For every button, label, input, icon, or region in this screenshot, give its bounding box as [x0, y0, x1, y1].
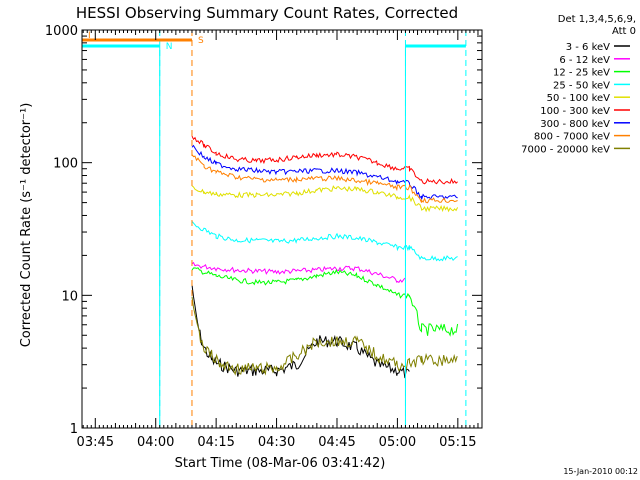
x-tick-label-6: 05:15: [439, 435, 476, 450]
y-tick-label-1: 10: [61, 289, 78, 304]
plot-area: N S I 1 10 100 1000 03:45 04:00 04:15 04:30 04:45 05…: [45, 24, 483, 450]
series-line-0: [191, 284, 410, 379]
x-tick-label-2: 04:15: [197, 435, 234, 450]
legend-label-3: 25 - 50 keV: [553, 80, 610, 91]
legend-label-8: 7000 - 20000 keV: [521, 144, 610, 155]
timestamp: 15-Jan-2010 00:12: [563, 467, 638, 476]
x-axis-label: Start Time (08-Mar-06 03:41:42): [175, 456, 386, 471]
legend-header-line-0: Det 1,3,4,5,6,9,: [558, 14, 636, 25]
i-marker-label: I: [88, 31, 91, 41]
legend-label-4: 50 - 100 keV: [547, 93, 611, 104]
x-tick-label-1: 04:00: [137, 435, 174, 450]
legend-header-line-1: Att 0: [612, 26, 636, 37]
x-tick-label-4: 04:45: [318, 435, 355, 450]
series-line-6: [191, 144, 458, 201]
s-marker-label: S: [198, 36, 204, 46]
x-tick-label-0: 03:45: [77, 435, 114, 450]
legend-label-0: 3 - 6 keV: [566, 42, 610, 53]
legend-label-7: 800 - 7000 keV: [534, 132, 610, 143]
y-tick-label-2: 100: [53, 157, 78, 172]
y-tick-label-0: 1: [70, 422, 78, 437]
y-axis-label: Corrected Count Rate (s⁻¹ detector⁻¹): [19, 103, 34, 348]
series-line-8: [191, 296, 458, 376]
legend-header: Det 1,3,4,5,6,9,Att 0: [558, 14, 636, 37]
series-line-2: [191, 267, 459, 337]
legend-label-2: 12 - 25 keV: [553, 68, 610, 79]
series-line-5: [191, 135, 458, 185]
chart-title: HESSI Observing Summary Count Rates, Cor…: [76, 4, 458, 22]
series-line-1: [191, 261, 406, 283]
series-line-4: [191, 185, 459, 213]
plot-frame: [81, 29, 483, 429]
series-line-7: [191, 154, 458, 204]
n-marker-label: N: [166, 42, 173, 52]
series-line-3: [191, 220, 458, 262]
legend-label-6: 300 - 800 keV: [540, 119, 610, 130]
legend-label-1: 6 - 12 keV: [559, 55, 610, 66]
x-tick-label-5: 05:00: [379, 435, 416, 450]
y-tick-label-3: 1000: [45, 24, 78, 39]
x-tick-label-3: 04:30: [258, 435, 295, 450]
legend-label-5: 100 - 300 keV: [540, 106, 610, 117]
